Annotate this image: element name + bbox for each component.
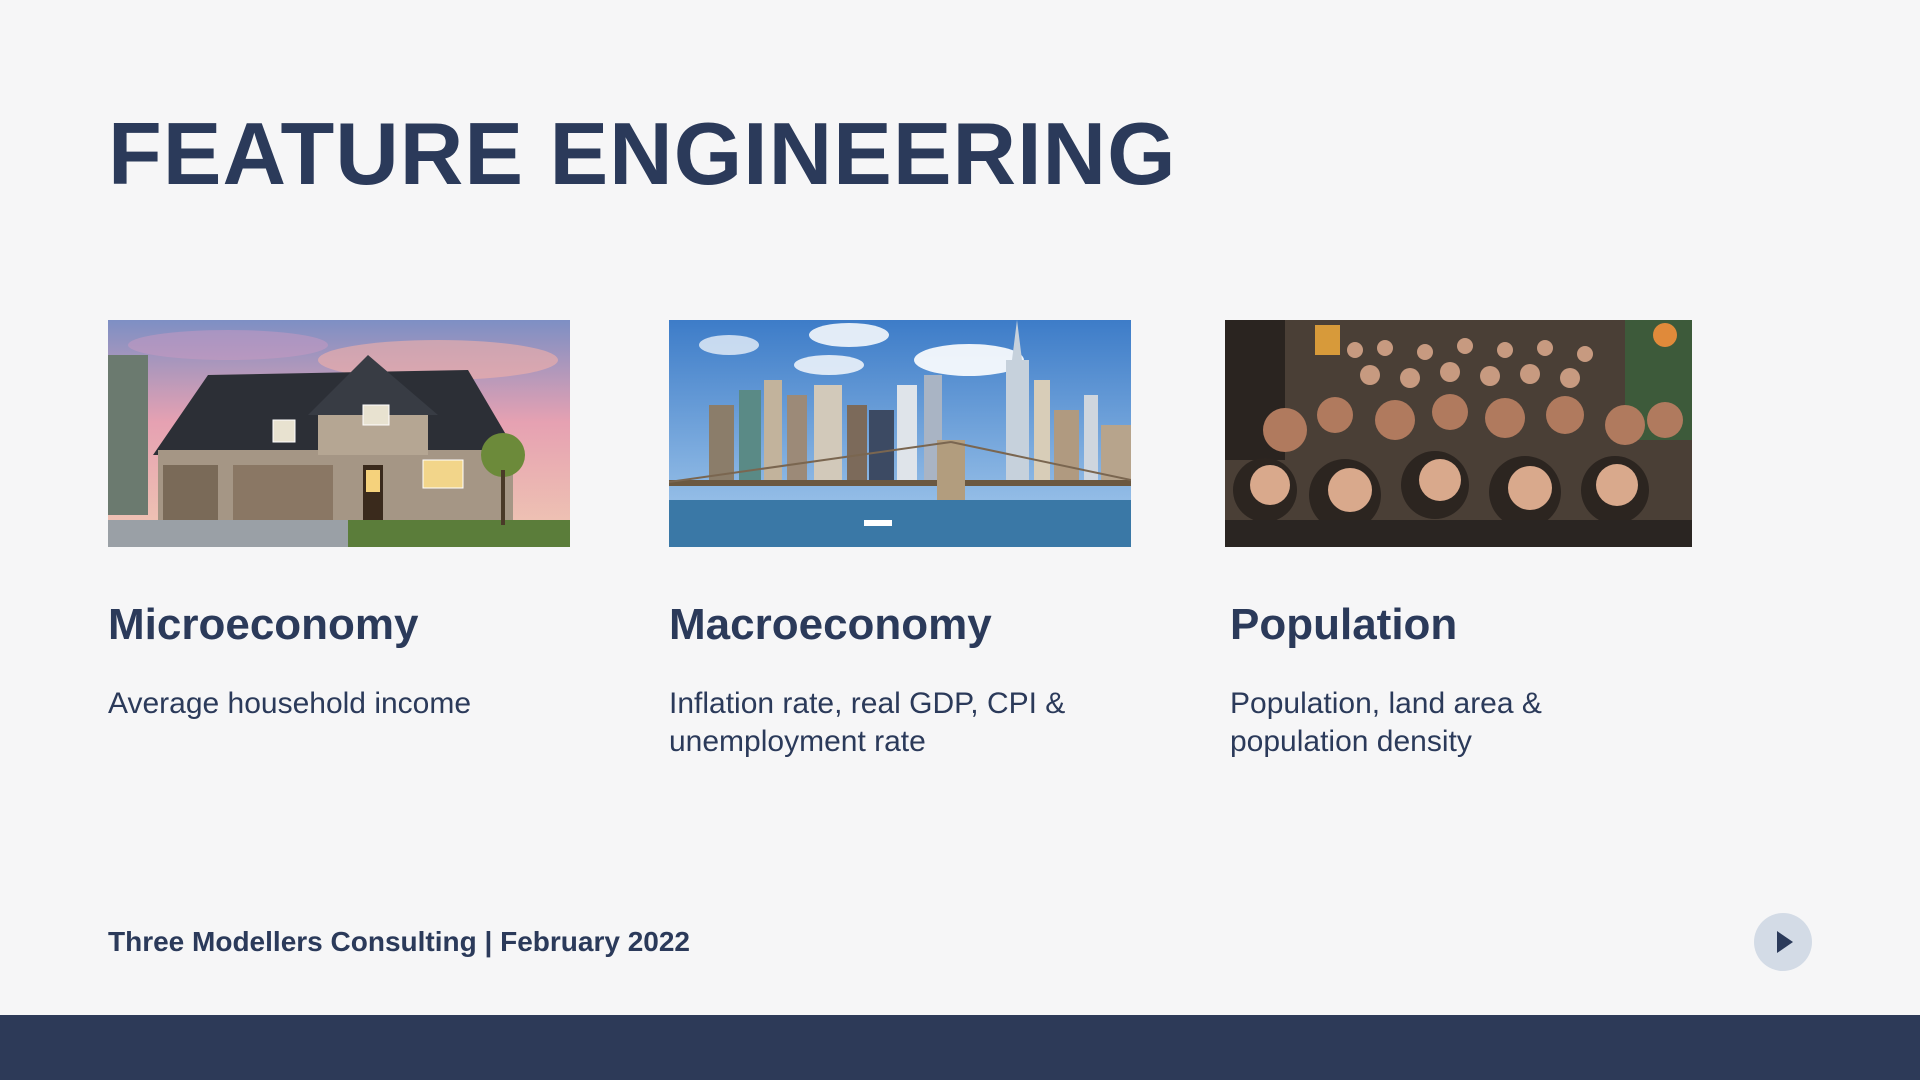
bottom-bar bbox=[0, 1015, 1920, 1080]
card-title: Microeconomy bbox=[108, 600, 419, 649]
card-population: Population Population, land area & popul… bbox=[1225, 320, 1692, 758]
slide-title: FEATURE ENGINEERING bbox=[108, 104, 1177, 203]
card-description: Inflation rate, real GDP, CPI & unemploy… bbox=[669, 687, 1066, 758]
card-description: Population, land area & population densi… bbox=[1230, 687, 1542, 758]
card-macroeconomy: Macroeconomy Inflation rate, real GDP, C… bbox=[669, 320, 1131, 758]
city-skyline-bridge-photo bbox=[669, 320, 1131, 547]
footer-text: Three Modellers Consulting | February 20… bbox=[108, 926, 690, 957]
suburban-house-photo bbox=[108, 320, 570, 547]
next-slide-button[interactable] bbox=[1754, 913, 1812, 971]
card-title: Macroeconomy bbox=[669, 600, 992, 649]
card-description: Average household income bbox=[108, 687, 472, 720]
play-triangle-icon bbox=[1777, 931, 1793, 953]
crowd-of-people-photo bbox=[1225, 320, 1692, 547]
card-title: Population bbox=[1230, 600, 1458, 649]
card-microeconomy: Microeconomy Average household income bbox=[108, 320, 570, 720]
